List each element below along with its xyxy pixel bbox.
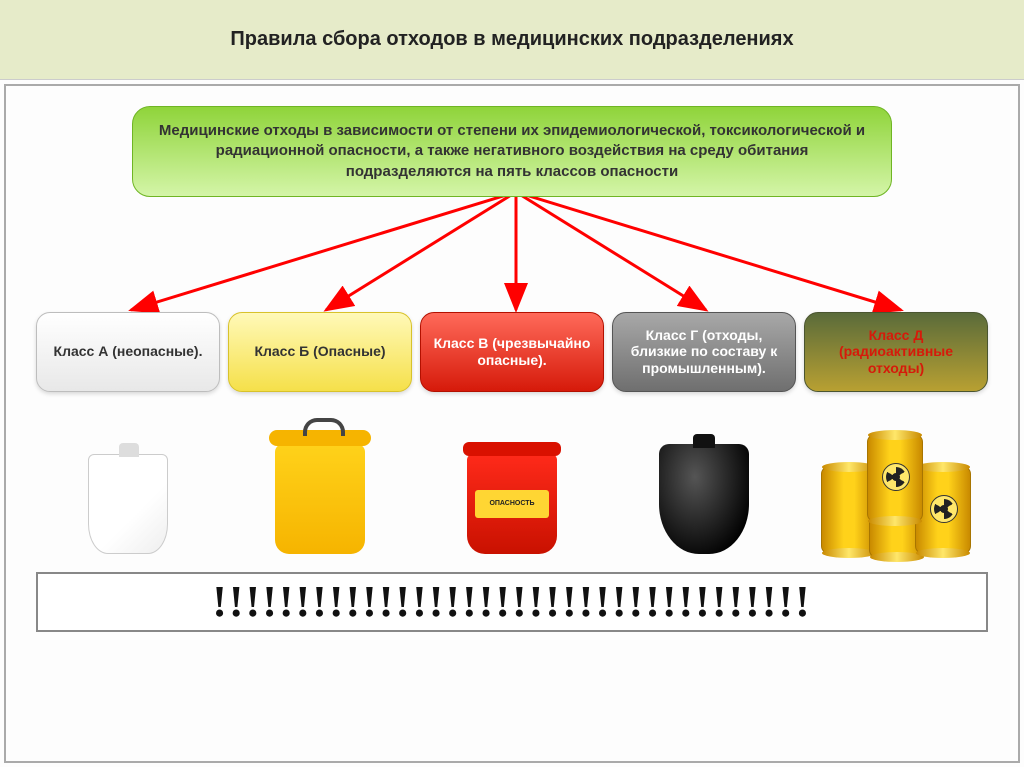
arrow-line xyxy=(326,192,516,310)
class-card-A[interactable]: Класс А (неопасные). xyxy=(36,312,220,392)
barrels-icon xyxy=(821,434,971,554)
images-row: ОПАСНОСТЬ xyxy=(36,404,988,554)
exclaim-text: !!!!!!!!!!!!!!!!!!!!!!!!!!!!!!!!!!!! xyxy=(48,580,976,624)
waste-icon-bag-black xyxy=(612,404,796,554)
arrows-svg xyxy=(36,192,996,322)
radiation-icon xyxy=(930,495,958,523)
title-bar: Правила сбора отходов в медицинских подр… xyxy=(0,0,1024,80)
classes-row: Класс А (неопасные).Класс Б (Опасные)Кла… xyxy=(36,312,988,392)
barrel-icon xyxy=(915,466,971,554)
arrow-lines-group xyxy=(131,192,901,310)
class-card-E[interactable]: Класс Д (радиоактивные отходы) xyxy=(804,312,988,392)
page: Правила сбора отходов в медицинских подр… xyxy=(0,0,1024,767)
arrow-line xyxy=(131,192,516,310)
bag-black-icon xyxy=(659,444,749,554)
bottom-strip: !!!!!!!!!!!!!!!!!!!!!!!!!!!!!!!!!!!! xyxy=(36,572,988,632)
class-card-C[interactable]: Класс В (чрезвычайно опасные). xyxy=(420,312,604,392)
barrel-icon xyxy=(867,434,923,522)
bag-white-icon xyxy=(88,454,168,554)
bucket-red-icon: ОПАСНОСТЬ xyxy=(467,454,557,554)
arrow-line xyxy=(516,192,706,310)
arrow-line xyxy=(516,192,901,310)
diagram-area: Медицинские отходы в зависимости от степ… xyxy=(4,84,1020,763)
radiation-icon xyxy=(882,463,910,491)
waste-icon-bin-yellow xyxy=(228,404,412,554)
arrows-layer xyxy=(36,192,988,322)
waste-icon-barrels xyxy=(804,404,988,554)
bucket-label: ОПАСНОСТЬ xyxy=(475,490,549,518)
bin-yellow-icon xyxy=(275,444,365,554)
class-card-B[interactable]: Класс Б (Опасные) xyxy=(228,312,412,392)
waste-icon-bag-white xyxy=(36,404,220,554)
waste-icon-bucket-red: ОПАСНОСТЬ xyxy=(420,404,604,554)
class-card-D[interactable]: Класс Г (отходы, близкие по составу к пр… xyxy=(612,312,796,392)
page-title: Правила сбора отходов в медицинских подр… xyxy=(40,28,984,51)
intro-box: Медицинские отходы в зависимости от степ… xyxy=(132,106,892,197)
